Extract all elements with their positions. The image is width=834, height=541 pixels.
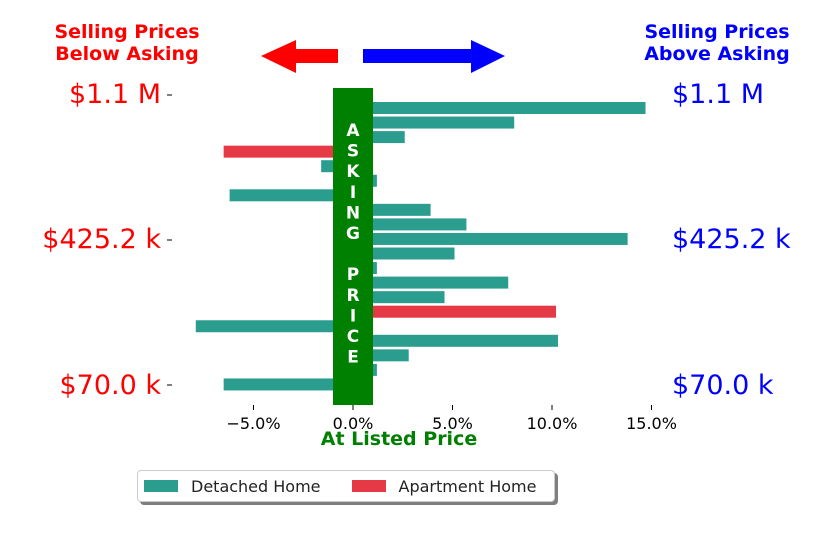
price-label-high-right: $1.1 M: [672, 79, 764, 110]
price-label-low-left: $70.0 k: [59, 370, 161, 401]
header-right-line2: Above Asking: [644, 43, 790, 65]
bar-12: [353, 276, 509, 289]
legend-item-detached: Detached Home: [144, 477, 321, 496]
bar-3: [223, 145, 353, 158]
header-left-line1: Selling Prices: [54, 21, 200, 43]
bar-10: [353, 247, 455, 260]
right-arrow-icon: [363, 40, 505, 73]
x-tick-label-1: 0.0%: [333, 414, 374, 433]
band-letter-0: A: [346, 121, 360, 141]
band-letter-3: I: [350, 183, 356, 203]
legend-swatch-apartment: [351, 480, 386, 492]
legend-label-detached: Detached Home: [191, 476, 321, 496]
left-price-ticks: [167, 94, 172, 386]
header-right: Selling Prices Above Asking: [630, 21, 804, 65]
band-letter-2: K: [346, 162, 360, 182]
price-label-mid-right: $425.2 k: [672, 224, 791, 255]
bar-16: [353, 334, 558, 347]
left-arrow-icon: [261, 40, 338, 73]
x-axis-label: At Listed Price: [321, 428, 477, 450]
bars-group: [195, 102, 646, 391]
x-tick-label-0: −5.0%: [226, 414, 280, 433]
bar-15: [195, 320, 353, 333]
legend-item-apartment: Apartment Home: [351, 476, 537, 496]
band-letter-10: C: [347, 327, 359, 347]
legend-swatch-detached: [144, 480, 178, 492]
bar-0: [353, 102, 646, 114]
legend-label-apartment: Apartment Home: [398, 476, 537, 496]
band-letter-1: S: [347, 142, 359, 162]
band-letter-8: R: [346, 286, 359, 306]
bar-19: [223, 378, 353, 391]
band-letter-9: I: [350, 306, 356, 326]
header-right-line1: Selling Prices: [644, 21, 790, 43]
legend: Detached Home Apartment Home: [137, 470, 555, 502]
band-letter-11: E: [347, 348, 359, 368]
x-tick-label-4: 15.0%: [626, 414, 677, 433]
x-tick-label-2: 5.0%: [432, 414, 473, 433]
bar-9: [353, 232, 628, 245]
header-left-line2: Below Asking: [55, 43, 199, 65]
asking-price-band: [333, 88, 373, 405]
header-left: Selling Prices Below Asking: [40, 21, 214, 65]
bar-13: [353, 291, 445, 304]
price-label-high-left: $1.1 M: [69, 79, 161, 110]
band-letter-7: P: [347, 265, 359, 285]
x-axis: −5.0% 0.0% 5.0% 10.0% 15.0%: [226, 405, 677, 433]
band-letter-5: G: [346, 224, 360, 244]
x-tick-label-3: 10.0%: [527, 414, 578, 433]
price-label-mid-left: $425.2 k: [42, 224, 161, 255]
bar-6: [229, 189, 353, 202]
band-letter-4: N: [346, 203, 360, 223]
bar-8: [353, 218, 467, 231]
bar-1: [353, 116, 515, 129]
price-label-low-right: $70.0 k: [672, 370, 774, 401]
bar-14: [353, 305, 556, 318]
